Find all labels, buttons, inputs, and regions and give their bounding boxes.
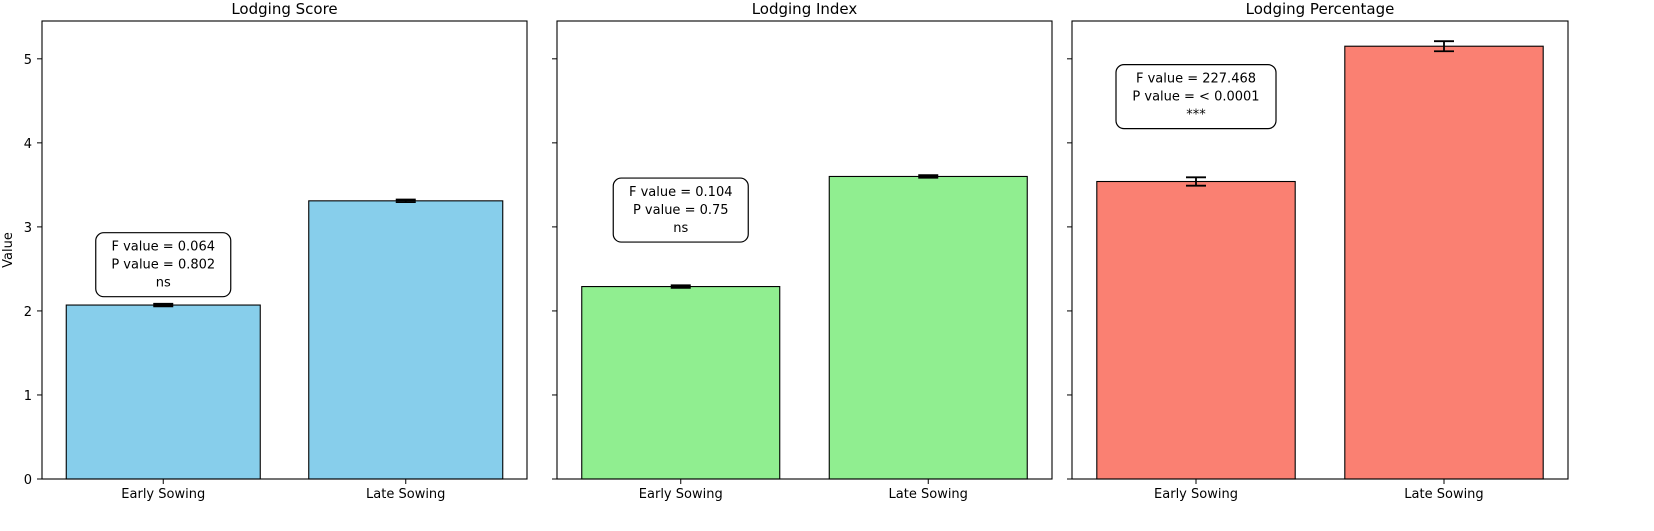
panel-2: Early Sowing Late Sowing Lodging Percentag… xyxy=(1067,0,1569,502)
y-axis-label: Value xyxy=(1,232,16,268)
annotation-line: P value = < 0.0001 xyxy=(1132,90,1259,105)
x-tick-label: Early Sowing xyxy=(1154,487,1238,502)
bar-early-sowing xyxy=(1096,180,1296,480)
error-bar xyxy=(1186,176,1206,187)
x-tick-label: Late Sowing xyxy=(1404,487,1483,502)
x-tick-label: Early Sowing xyxy=(121,487,205,502)
axes-frame xyxy=(1071,20,1569,480)
annotation-line: ns xyxy=(673,221,688,236)
annotation-line: F value = 0.064 xyxy=(112,240,216,255)
annotation-box xyxy=(612,177,749,243)
bar-early-sowing xyxy=(581,286,781,480)
y-tick-label: 4 xyxy=(24,137,32,152)
error-bar xyxy=(670,284,691,289)
error-bar xyxy=(153,302,174,308)
annotation-box xyxy=(95,232,232,298)
panel-title: Lodging Index xyxy=(752,0,858,18)
annotation-line: ns xyxy=(156,276,171,291)
y-tick-label: 2 xyxy=(24,305,32,320)
annotation-box xyxy=(1115,64,1277,130)
annotation-line: P value = 0.802 xyxy=(111,258,215,273)
stats-annotation: F value = 0.064 P value = 0.802 ns xyxy=(95,232,232,298)
annotation-line: P value = 0.75 xyxy=(633,203,729,218)
annotation-line: F value = 227.468 xyxy=(1136,72,1256,87)
y-tick-label: 1 xyxy=(24,389,32,404)
bar-late-sowing xyxy=(308,200,504,480)
axes-frame xyxy=(556,20,1053,480)
bar-early-sowing xyxy=(65,304,261,480)
error-bar xyxy=(918,174,939,179)
annotation-line: F value = 0.104 xyxy=(629,185,733,200)
x-tick-label: Early Sowing xyxy=(639,487,723,502)
stats-annotation: F value = 227.468 P value = < 0.0001 *** xyxy=(1115,64,1277,130)
panel-0: 0 1 2 3 4 5 Early Sowing Late Sowing Lodging Sco… xyxy=(1,0,528,502)
y-tick-label: 3 xyxy=(24,221,32,236)
x-tick-label: Late Sowing xyxy=(889,487,968,502)
panel-1: Early Sowing Late Sowing Lodging Index F va… xyxy=(552,0,1053,502)
y-tick-label: 5 xyxy=(24,53,32,68)
annotation-line: *** xyxy=(1186,108,1206,123)
stats-annotation: F value = 0.104 P value = 0.75 ns xyxy=(612,177,749,243)
panel-title: Lodging Percentage xyxy=(1246,0,1395,18)
axes-frame xyxy=(41,20,528,480)
bar-late-sowing xyxy=(828,175,1028,480)
chart-panels: 0 1 2 3 4 5 Early Sowing Late Sowing Lodging Sco… xyxy=(1,0,1569,502)
y-tick-label: 0 xyxy=(24,473,32,488)
error-bar xyxy=(1434,40,1454,53)
panel-title: Lodging Score xyxy=(231,0,337,18)
x-tick-label: Late Sowing xyxy=(366,487,445,502)
error-bar xyxy=(395,198,416,203)
bar-late-sowing xyxy=(1344,45,1544,480)
